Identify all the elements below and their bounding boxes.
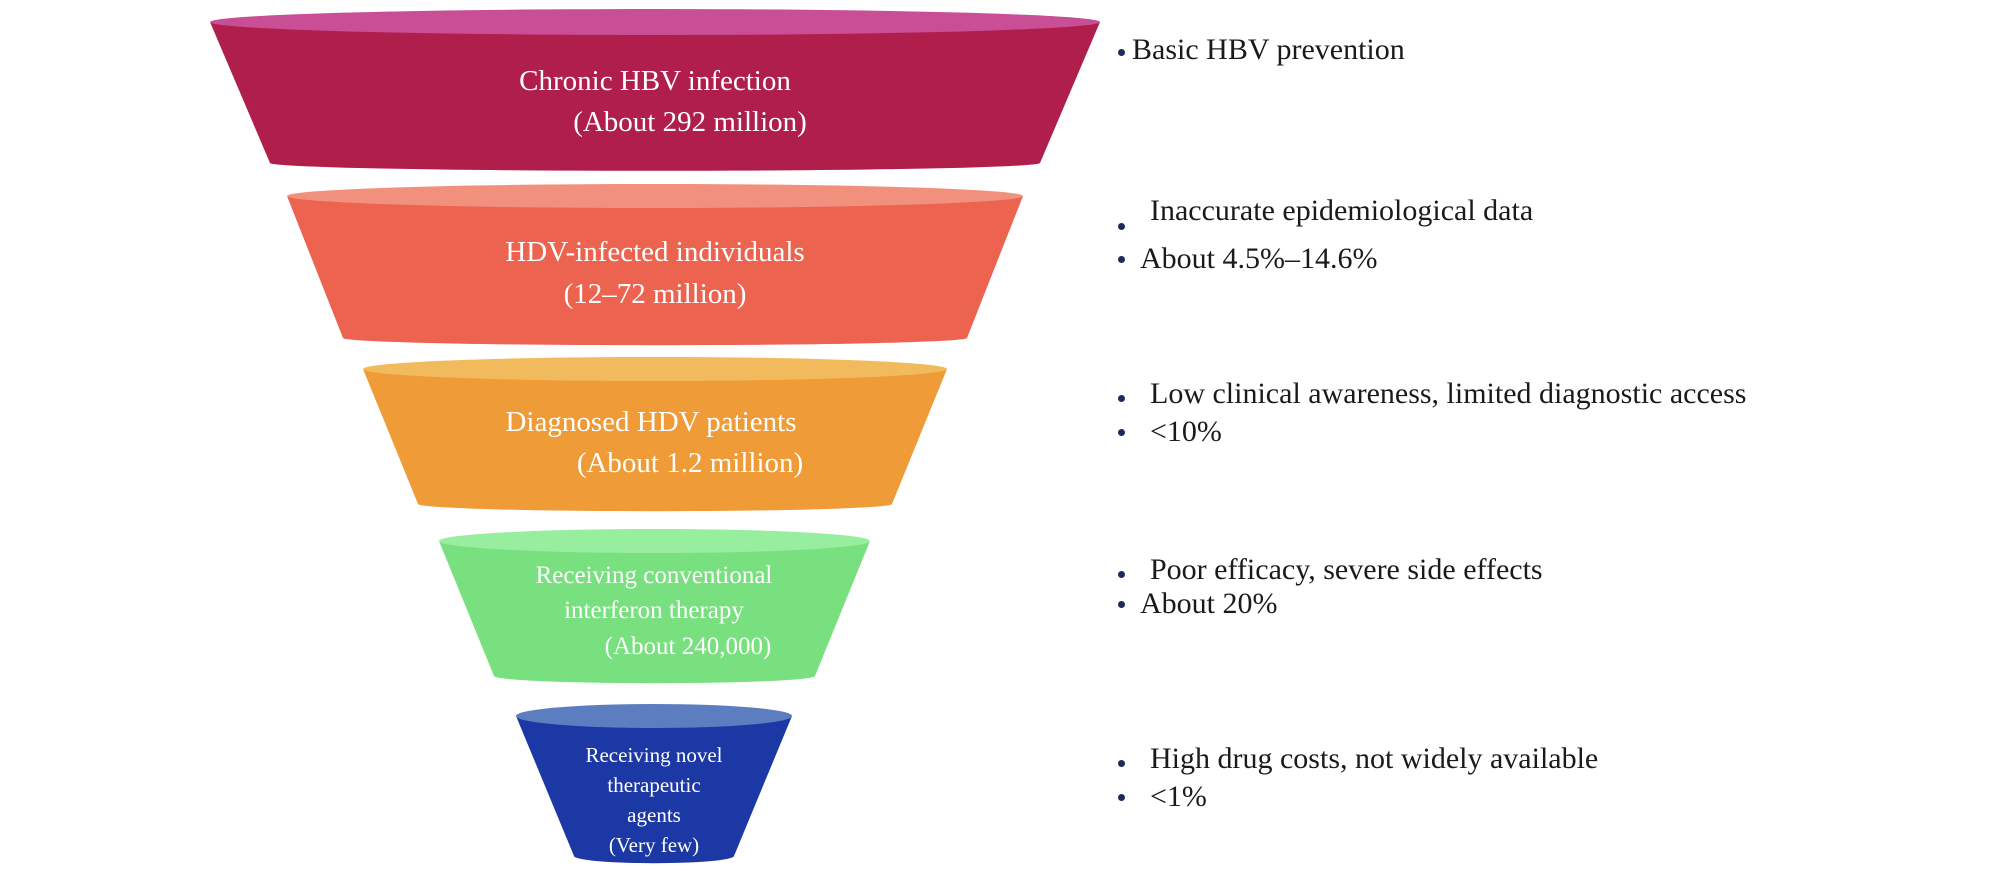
funnel-stage-label: agents <box>627 803 681 827</box>
notes-panel: Basic HBV prevention Inaccurate epidemio… <box>1118 0 1998 871</box>
funnel-stage-label: HDV-infected individuals <box>505 236 804 268</box>
funnel-stage-label: interferon therapy <box>564 597 744 624</box>
note-item: About 4.5%–14.6% <box>1118 241 1533 277</box>
notes-stage-2: Inaccurate epidemiological data About 4.… <box>1118 193 1533 277</box>
funnel-stage-label: Chronic HBV infection <box>519 65 791 97</box>
bullet-icon <box>1118 571 1125 578</box>
bullet-icon <box>1118 223 1125 230</box>
notes-stage-5: High drug costs, not widely available <1… <box>1118 741 1598 815</box>
funnel-stage-top <box>210 9 1100 35</box>
funnel-stage-top <box>287 184 1023 208</box>
funnel-stage-top <box>516 704 792 728</box>
funnel-stage-diagnosed-hdv-patients: Diagnosed HDV patients (About 1.2 million… <box>363 357 947 512</box>
funnel-stage-chronic-hbv-infection: Chronic HBV infection (About 292 million) <box>210 9 1100 171</box>
note-item: About 20% <box>1118 586 1543 622</box>
funnel-stage-label: (12–72 million) <box>564 278 747 310</box>
funnel-stage-label: Receiving novel <box>585 743 722 767</box>
note-item: Inaccurate epidemiological data <box>1118 193 1533 230</box>
notes-stage-4: Poor efficacy, severe side effects About… <box>1118 552 1543 622</box>
funnel-stage-body <box>516 716 792 864</box>
funnel-stage-hdv-infected-individuals: HDV-infected individuals (12–72 million) <box>287 184 1023 346</box>
funnel-stage-label: therapeutic <box>607 773 700 797</box>
funnel-stage-top <box>439 529 870 553</box>
note-item: Low clinical awareness, limited diagnost… <box>1118 376 1746 412</box>
notes-stage-1: Basic HBV prevention <box>1118 32 1405 68</box>
bullet-icon <box>1118 49 1125 56</box>
bullet-icon <box>1118 395 1125 402</box>
funnel-stage-body <box>363 369 947 512</box>
funnel-stage-top <box>363 357 947 381</box>
note-item: <10% <box>1118 414 1746 450</box>
funnel-stage-label: Receiving conventional <box>536 562 773 589</box>
bullet-icon <box>1118 601 1125 608</box>
bullet-icon <box>1118 760 1125 767</box>
funnel-stage-body <box>439 541 870 684</box>
bullet-icon <box>1118 429 1125 436</box>
funnel-stage-label: (Very few) <box>609 833 699 857</box>
funnel-stage-body <box>210 22 1100 171</box>
note-item: Poor efficacy, severe side effects <box>1118 552 1543 588</box>
bullet-icon <box>1118 794 1125 801</box>
bullet-icon <box>1118 256 1125 263</box>
note-item: Basic HBV prevention <box>1118 32 1405 68</box>
note-item: <1% <box>1118 779 1598 815</box>
funnel-stage-receiving-novel-agents: Receiving novel therapeutic agents (Very fe… <box>516 704 792 864</box>
funnel-stage-label: Diagnosed HDV patients <box>505 406 796 438</box>
funnel-stage-receiving-conventional-interferon: Receiving conventional interferon therapy… <box>439 529 870 684</box>
funnel-stage-label: (About 292 million) <box>573 106 807 138</box>
funnel-stage-label: (About 1.2 million) <box>577 447 803 479</box>
notes-stage-3: Low clinical awareness, limited diagnost… <box>1118 376 1746 450</box>
funnel-stage-body <box>287 196 1023 346</box>
funnel-stage-label: (About 240,000) <box>605 633 772 660</box>
note-item: High drug costs, not widely available <box>1118 741 1598 777</box>
